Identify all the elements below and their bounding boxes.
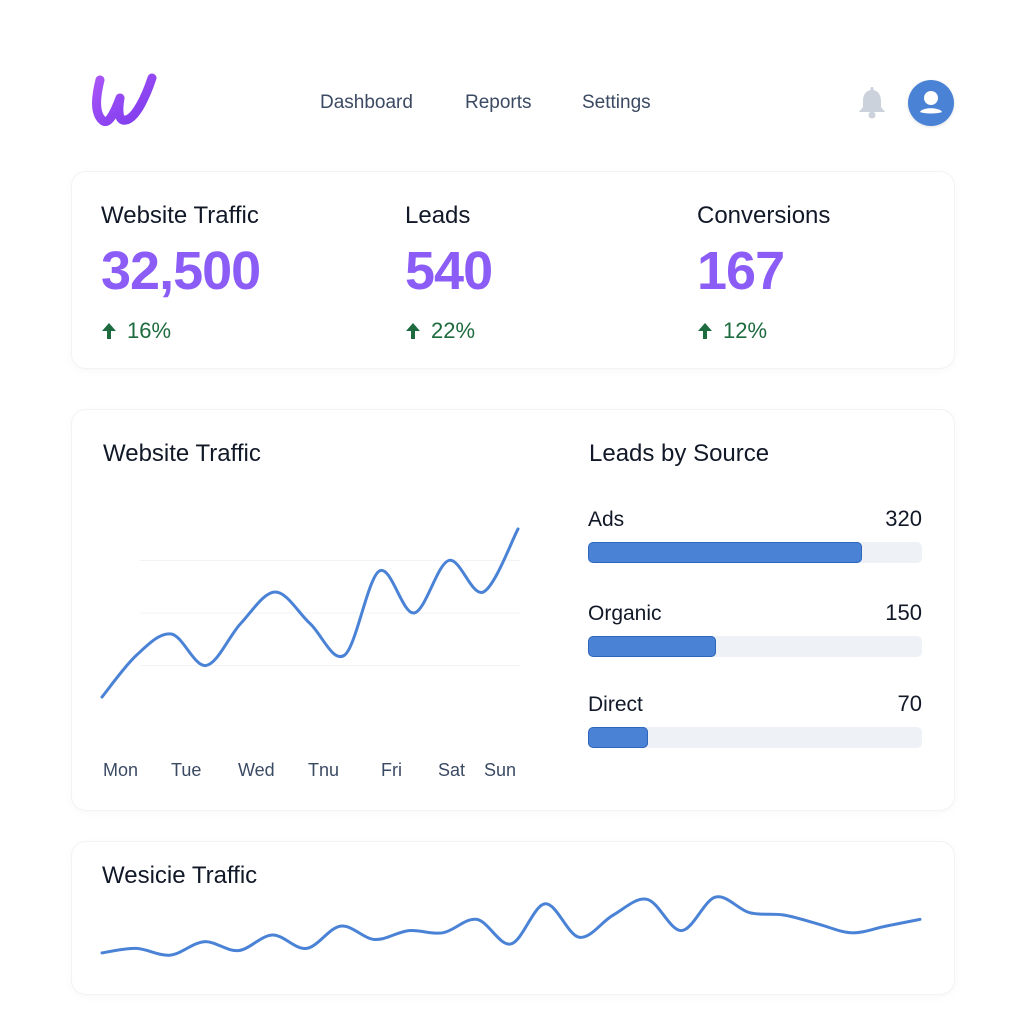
kpi-delta-value: 22% bbox=[431, 318, 476, 343]
bottom-chart-title: Wesicie Traffic bbox=[102, 862, 258, 889]
kpi-delta: 12% bbox=[697, 318, 830, 344]
source-row-organic: Organic 150 bbox=[588, 600, 922, 657]
kpi-delta: 22% bbox=[405, 318, 492, 344]
kpi-conversions: Conversions 167 12% bbox=[697, 202, 830, 344]
nav-dashboard[interactable]: Dashboard bbox=[320, 92, 413, 113]
kpi-value: 167 bbox=[697, 241, 785, 301]
kpi-website-traffic: Website Traffic 32,500 16% bbox=[101, 202, 261, 344]
source-value: 70 bbox=[897, 691, 922, 716]
traffic-chart-title: Website Traffic bbox=[103, 440, 261, 467]
bar-fill-organic bbox=[588, 636, 717, 657]
kpi-value: 32,500 bbox=[101, 241, 261, 301]
arrow-up-icon bbox=[698, 323, 712, 339]
bottom-traffic-card: Wesicie Traffic bbox=[72, 842, 954, 994]
leads-source-title: Leads by Source bbox=[589, 440, 770, 467]
bell-icon[interactable] bbox=[856, 86, 888, 120]
bar-track bbox=[588, 636, 922, 657]
kpi-label: Leads bbox=[405, 202, 471, 229]
x-tick-label: Tnu bbox=[308, 760, 340, 780]
kpi-delta-value: 16% bbox=[127, 318, 172, 343]
user-avatar-icon[interactable] bbox=[908, 80, 954, 126]
kpi-leads: Leads 540 22% bbox=[405, 202, 493, 344]
user-silhouette-icon bbox=[920, 91, 942, 114]
kpi-label: Website Traffic bbox=[101, 202, 259, 229]
traffic-x-axis: Mon Tue Wed Tnu Fri Sat Sun bbox=[72, 760, 552, 782]
nav-settings[interactable]: Settings bbox=[582, 92, 651, 113]
bar-fill-direct bbox=[588, 727, 648, 748]
x-tick-label: Sun bbox=[484, 760, 517, 780]
charts-card: Website Traffic Mon Tue Wed Tnu Fri Sat … bbox=[72, 410, 954, 810]
brand-logo-icon[interactable] bbox=[92, 72, 158, 128]
arrow-up-icon bbox=[102, 323, 116, 339]
source-row-direct: Direct 70 bbox=[588, 691, 922, 748]
kpi-value: 540 bbox=[405, 241, 493, 301]
traffic-line-chart bbox=[100, 527, 520, 699]
nav-reports[interactable]: Reports bbox=[465, 92, 532, 113]
kpi-delta-value: 12% bbox=[723, 318, 768, 343]
x-tick-label: Wed bbox=[238, 760, 275, 780]
kpi-delta: 16% bbox=[101, 318, 260, 344]
source-value: 150 bbox=[885, 600, 922, 625]
bar-track bbox=[588, 542, 922, 563]
x-tick-label: Mon bbox=[103, 760, 139, 780]
kpi-card: Website Traffic 32,500 16% Leads 540 22%… bbox=[72, 172, 954, 368]
arrow-up-icon bbox=[406, 323, 420, 339]
bar-fill-ads bbox=[588, 542, 863, 563]
source-row-ads: Ads 320 bbox=[588, 506, 922, 563]
source-value: 320 bbox=[885, 506, 922, 531]
bar-track bbox=[588, 727, 922, 748]
x-tick-label: Tue bbox=[171, 760, 202, 780]
series-line bbox=[100, 527, 520, 699]
series-line bbox=[100, 895, 922, 957]
source-name: Ads bbox=[588, 508, 625, 531]
x-tick-label: Fri bbox=[381, 760, 402, 780]
x-tick-label: Sat bbox=[438, 760, 466, 780]
source-name: Direct bbox=[588, 693, 643, 716]
bottom-line-chart bbox=[100, 895, 922, 957]
kpi-label: Conversions bbox=[697, 202, 831, 229]
source-name: Organic bbox=[588, 602, 662, 625]
